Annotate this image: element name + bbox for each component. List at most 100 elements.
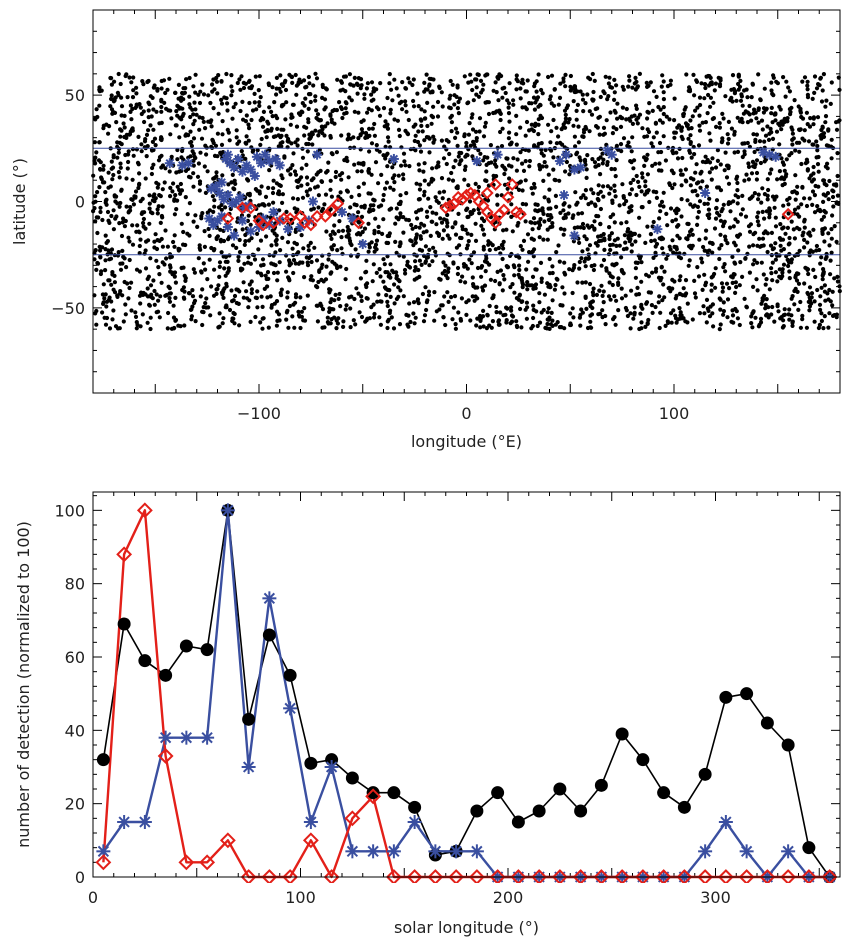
background-point (563, 112, 568, 117)
background-point (514, 168, 520, 173)
background-point (677, 146, 682, 151)
background-point (747, 244, 752, 249)
background-point (446, 266, 451, 271)
background-point (261, 109, 266, 114)
background-point (279, 287, 284, 292)
background-point (625, 313, 631, 319)
background-point (414, 276, 419, 281)
background-point (210, 137, 215, 142)
background-point (769, 230, 775, 235)
background-point (159, 99, 164, 104)
background-point (449, 129, 454, 134)
background-point (178, 191, 183, 196)
background-point (589, 187, 594, 192)
background-point (484, 169, 489, 174)
background-point (596, 156, 601, 162)
background-point (814, 139, 819, 144)
background-point (826, 297, 831, 302)
background-point (348, 325, 353, 330)
background-point (758, 160, 764, 166)
background-point (536, 141, 541, 146)
background-point (544, 164, 549, 169)
background-point (505, 98, 510, 103)
background-point (796, 307, 801, 312)
background-point (546, 172, 551, 177)
background-point (246, 122, 251, 127)
asterisk-stroke (217, 212, 226, 221)
background-point (468, 143, 473, 148)
background-point (354, 286, 359, 291)
background-point (700, 287, 705, 292)
background-point (485, 155, 490, 160)
background-point (672, 182, 677, 187)
background-point (580, 134, 585, 139)
background-point (208, 100, 213, 106)
background-point (183, 195, 188, 200)
background-point (444, 161, 449, 167)
background-point (812, 193, 818, 198)
background-point (278, 248, 283, 253)
asterisk-stroke (215, 188, 224, 198)
background-point (804, 110, 810, 115)
background-point (240, 227, 245, 232)
background-point (607, 280, 612, 285)
background-point (769, 271, 774, 276)
background-point (338, 88, 343, 93)
background-point (288, 166, 293, 171)
background-point (537, 300, 542, 305)
asterisk-stroke (555, 156, 565, 166)
background-point (392, 282, 397, 287)
background-point (281, 127, 286, 132)
background-point (427, 263, 432, 268)
asterisk-stroke (337, 207, 347, 217)
background-point (423, 259, 428, 264)
background-point (749, 195, 754, 200)
background-point (790, 127, 795, 132)
bottom-y-tick-label: 80 (65, 575, 85, 594)
background-point (834, 200, 839, 205)
background-point (246, 255, 251, 260)
background-point (311, 83, 316, 88)
background-point (233, 101, 238, 106)
background-point (577, 240, 582, 245)
background-point (266, 202, 271, 207)
background-point (507, 176, 512, 181)
background-point (829, 80, 834, 85)
background-point (823, 114, 829, 119)
background-point (171, 239, 176, 245)
background-point (141, 216, 146, 222)
background-point (372, 231, 377, 236)
background-point (688, 140, 693, 145)
background-point (388, 111, 393, 116)
background-point (600, 151, 605, 156)
background-point (445, 224, 450, 229)
series-0-point (408, 800, 422, 814)
background-point (640, 306, 645, 311)
asterisk-stroke (201, 732, 213, 744)
background-point (676, 223, 681, 228)
background-point (607, 75, 612, 80)
background-point (339, 106, 344, 112)
series-0-point (615, 727, 629, 741)
background-point (509, 214, 514, 219)
background-point (413, 315, 418, 320)
background-point (127, 239, 132, 244)
background-point (157, 272, 162, 277)
background-point (204, 145, 209, 150)
background-point (422, 138, 427, 143)
background-point (590, 290, 596, 295)
background-point (592, 160, 598, 165)
background-point (602, 91, 607, 96)
background-point (300, 195, 306, 200)
background-point (153, 143, 158, 148)
background-point (787, 317, 792, 322)
background-point (591, 191, 596, 196)
series-1-point (158, 730, 173, 745)
background-point (284, 317, 289, 322)
background-point (411, 311, 416, 316)
background-point (573, 144, 578, 149)
background-point (822, 283, 828, 288)
background-point (152, 199, 157, 204)
background-point (158, 294, 163, 299)
background-point (760, 236, 766, 241)
